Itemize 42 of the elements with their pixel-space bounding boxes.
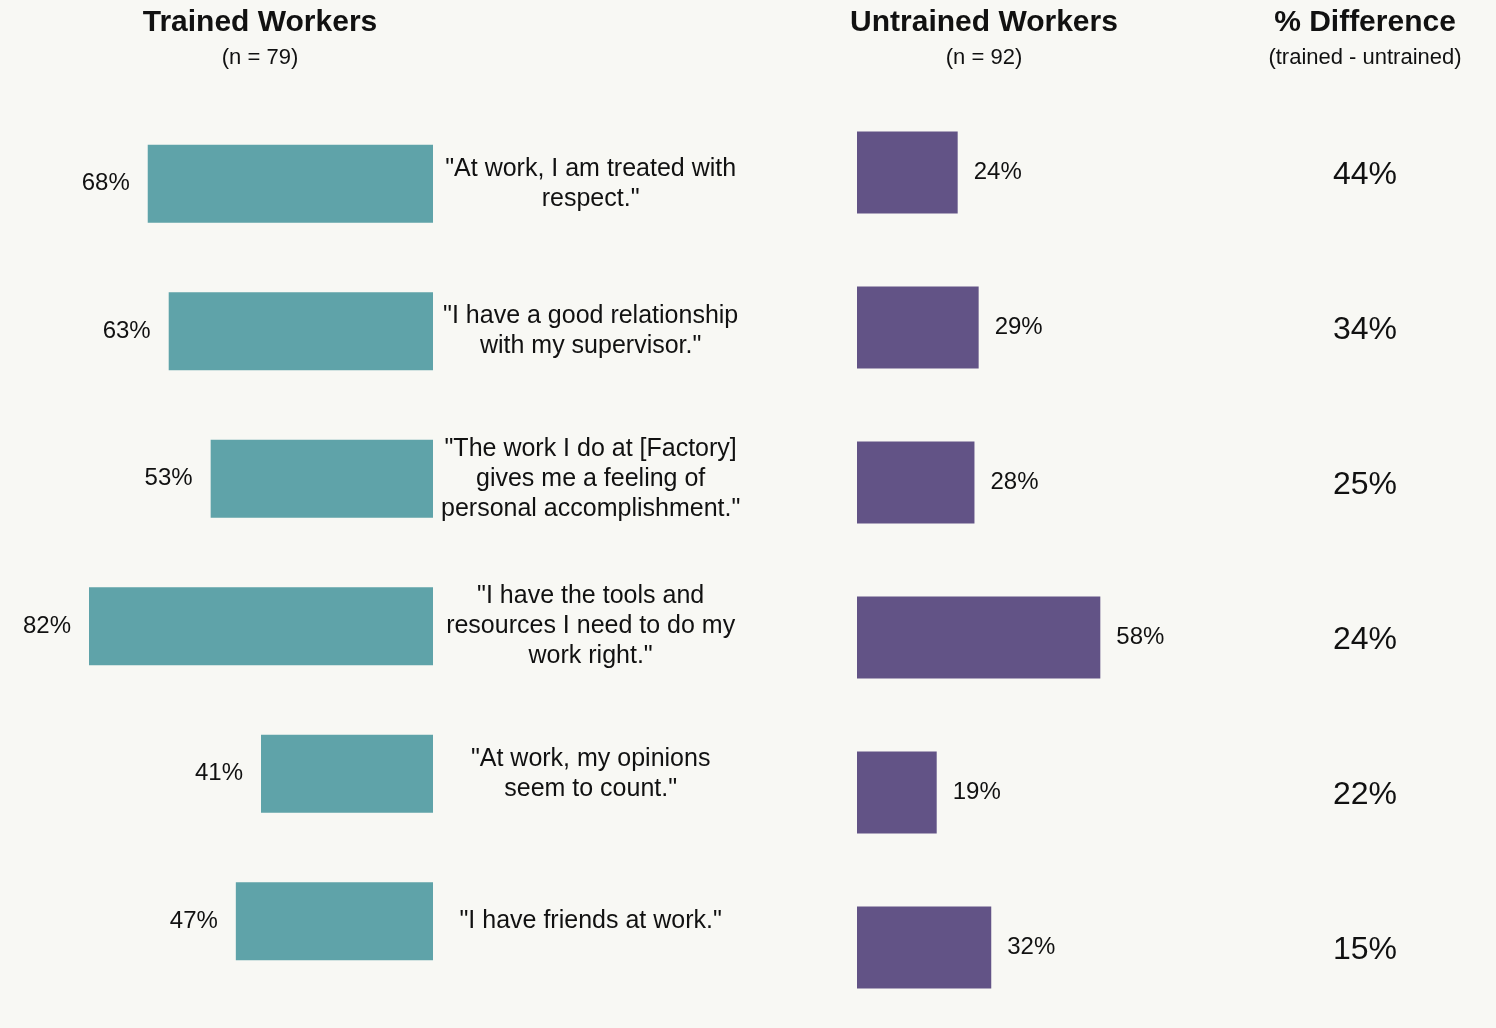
y-tick-label: "The work I do at [Factory] gives me a feeling of personal accomplishment." [441, 432, 741, 521]
chart-title: Trained Workers [142, 4, 378, 38]
data-label: 19% [952, 777, 1001, 805]
data-label: 63% [102, 315, 151, 343]
y-tick-label: "I have friends at work." [459, 905, 722, 934]
y-tick-label: "I have the tools and resources I need to do my work right." [446, 580, 736, 669]
y-tick-label: "At work, I am treated with respect." [445, 152, 737, 211]
data-label: 41% [194, 758, 243, 786]
data-label: 68% [81, 168, 130, 196]
chart-subtitle: (n = 92) [945, 44, 1023, 70]
bar [857, 286, 979, 369]
bar [147, 144, 433, 223]
data-label: 29% [994, 312, 1043, 340]
data-label: 47% [169, 905, 218, 933]
data-label: 82% [22, 610, 71, 638]
data-label: 24% [1331, 618, 1398, 658]
chart-title: Untrained Workers [850, 4, 1118, 38]
bar [261, 734, 433, 813]
data-label: 53% [144, 463, 193, 491]
bar [168, 292, 433, 371]
data-label: 15% [1331, 928, 1398, 968]
data-label: 44% [1331, 153, 1398, 193]
data-label: 28% [990, 467, 1039, 495]
data-label: 22% [1331, 773, 1398, 813]
data-label: 34% [1331, 308, 1398, 348]
bar [857, 751, 937, 834]
y-tick-label: "At work, my opinions seem to count." [470, 742, 711, 801]
bar [857, 596, 1101, 679]
data-label: 58% [1116, 622, 1165, 650]
text: (trained - untrained) [1268, 44, 1462, 70]
data-label: 24% [973, 157, 1022, 185]
bar [857, 906, 992, 989]
chart-subtitle: (n = 79) [221, 44, 299, 70]
bar [857, 441, 975, 524]
y-tick-label: "I have a good relationship with my supervisor." [443, 300, 739, 359]
bar [89, 587, 433, 666]
bar [857, 131, 958, 214]
data-label: 32% [1007, 932, 1056, 960]
data-label: 25% [1331, 463, 1398, 503]
bar [235, 882, 433, 961]
bar [210, 439, 433, 518]
text: % Difference [1274, 4, 1456, 38]
